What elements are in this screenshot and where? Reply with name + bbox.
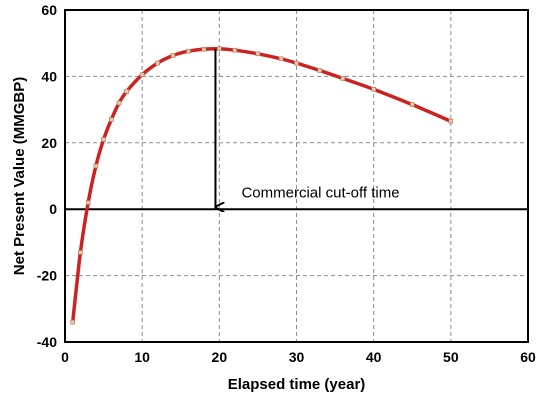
data-point (294, 60, 299, 66)
data-point (186, 48, 191, 54)
data-point (371, 87, 377, 92)
y-tick-label: 20 (41, 135, 57, 151)
series-markers (70, 46, 454, 325)
data-point (201, 46, 207, 52)
y-tick-label: 40 (41, 68, 57, 84)
data-point (116, 100, 122, 106)
data-point (124, 89, 129, 94)
data-point (255, 51, 261, 57)
data-point (278, 56, 284, 62)
y-tick-label: 0 (49, 201, 57, 217)
data-point (85, 200, 91, 205)
data-point (232, 47, 238, 53)
x-tick-label: 50 (443, 349, 459, 365)
data-point (139, 72, 145, 77)
x-tick-label: 40 (366, 349, 382, 365)
data-point (93, 163, 99, 169)
data-point (78, 250, 83, 255)
y-tick-labels: -40 -20 0 20 40 60 (37, 2, 57, 350)
grid-lines (65, 10, 528, 342)
plot-area-frame (64, 9, 529, 343)
x-tick-label: 0 (61, 349, 69, 365)
data-point (409, 102, 415, 107)
data-point (317, 68, 323, 73)
y-tick-label: -20 (37, 268, 57, 284)
data-point (109, 117, 114, 122)
x-tick-label: 20 (212, 349, 228, 365)
y-tick-label: -40 (37, 334, 57, 350)
x-axis-title: Elapsed time (year) (228, 376, 366, 393)
x-tick-label: 60 (520, 349, 536, 365)
data-point (170, 53, 176, 58)
x-tick-labels: 0 10 20 30 40 50 60 (61, 349, 536, 365)
data-point (217, 46, 222, 52)
data-point (340, 76, 346, 81)
data-point (101, 137, 106, 142)
x-tick-label: 10 (134, 349, 150, 365)
y-tick-label: 60 (41, 2, 57, 18)
y-axis-title: Net Present Value (MMGBP) (11, 77, 28, 275)
data-point (155, 60, 160, 66)
data-point (70, 319, 75, 325)
x-tick-label: 30 (289, 349, 305, 365)
data-point (448, 118, 454, 124)
annotation-commercial-cutoff: Commercial cut-off time (241, 185, 399, 202)
